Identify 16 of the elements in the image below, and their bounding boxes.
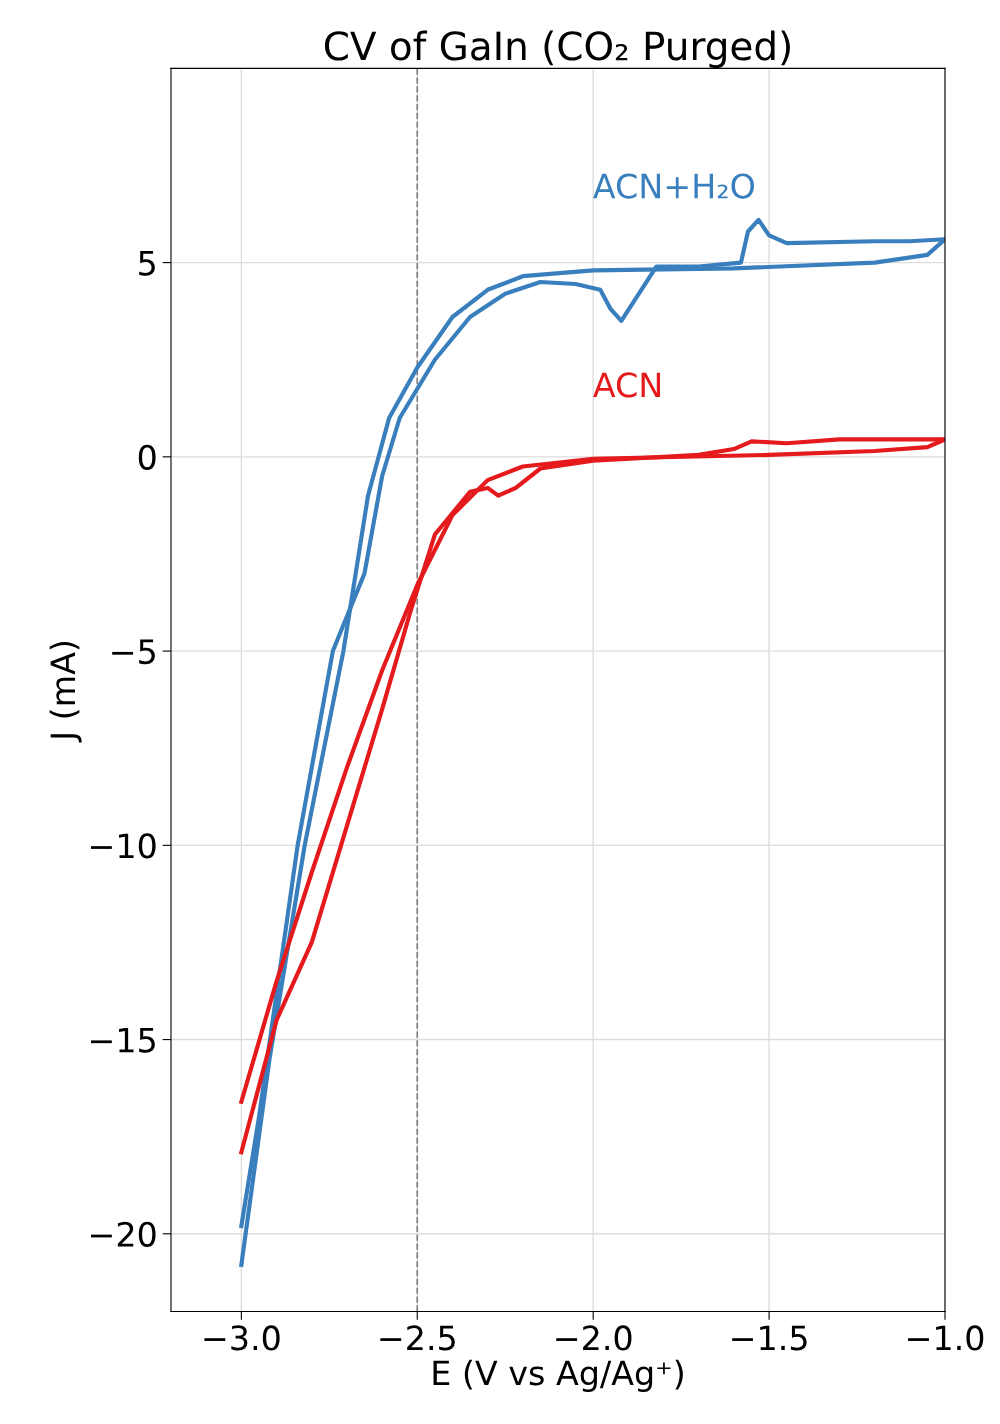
x-tick-label: −1.0 — [908, 1325, 984, 1351]
chart-title: CV of GaIn (CO₂ Purged) — [324, 30, 790, 69]
y-tick-label: −20 — [90, 1221, 156, 1247]
y-tick-label: −10 — [90, 833, 156, 859]
x-tick-label: −3.0 — [204, 1325, 280, 1351]
series-label: ACN+H₂O — [593, 173, 754, 199]
y-tick-label: −15 — [90, 1027, 155, 1053]
x-axis-title: E (V vs Ag/Ag⁺) — [433, 1359, 683, 1392]
y-tick-label: 0 — [138, 444, 156, 470]
y-tick-label: −5 — [112, 639, 155, 665]
y-axis-title: J (mA) — [49, 641, 82, 743]
y-tick-label: 5 — [139, 250, 155, 276]
x-tick-label: −1.5 — [732, 1325, 807, 1351]
x-tick-label: −2.0 — [556, 1325, 632, 1351]
series-label: ACN — [593, 372, 660, 398]
x-tick-label: −2.5 — [380, 1325, 455, 1351]
